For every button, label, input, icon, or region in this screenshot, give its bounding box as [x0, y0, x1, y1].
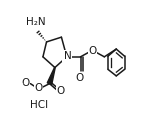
- Text: O: O: [88, 46, 97, 56]
- Text: O: O: [21, 78, 29, 88]
- Text: HCl: HCl: [30, 100, 48, 110]
- Text: methyl: methyl: [22, 82, 27, 84]
- Text: O: O: [57, 86, 65, 96]
- Text: O: O: [75, 73, 83, 83]
- Polygon shape: [47, 67, 55, 84]
- Text: N: N: [63, 51, 71, 61]
- Text: N: N: [63, 51, 71, 61]
- Text: O: O: [35, 83, 43, 93]
- Text: H₂N: H₂N: [26, 17, 46, 27]
